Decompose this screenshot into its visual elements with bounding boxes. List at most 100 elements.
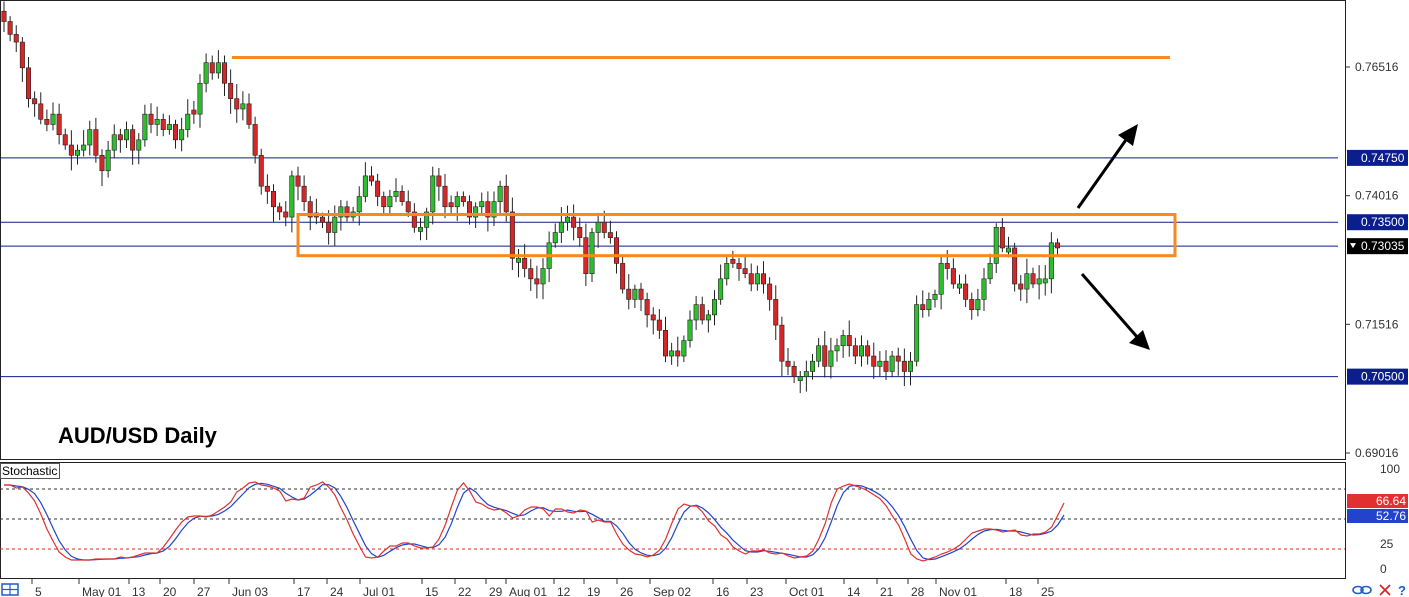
candle bbox=[809, 353, 815, 380]
candle bbox=[460, 191, 466, 207]
layout-icon[interactable] bbox=[1, 583, 19, 596]
time-tick-label: 17 bbox=[297, 585, 311, 597]
candle bbox=[381, 191, 387, 215]
time-tick-label: Jun 03 bbox=[232, 585, 268, 597]
time-tick-label: 14 bbox=[847, 585, 861, 597]
candle bbox=[32, 91, 38, 117]
candle bbox=[44, 109, 50, 132]
candles bbox=[1, 1, 1061, 394]
candle bbox=[81, 130, 87, 157]
candle bbox=[332, 205, 338, 247]
candle bbox=[963, 274, 969, 308]
candle bbox=[283, 201, 289, 227]
candle bbox=[932, 289, 938, 308]
candle bbox=[883, 350, 889, 380]
candle bbox=[87, 120, 93, 156]
stochastic-d-tag bbox=[1347, 509, 1408, 523]
candle bbox=[130, 124, 136, 165]
range-box bbox=[296, 213, 1177, 258]
candle bbox=[564, 205, 570, 231]
candle bbox=[877, 351, 883, 377]
candle bbox=[485, 191, 491, 232]
candle bbox=[479, 192, 485, 216]
candle bbox=[987, 253, 993, 285]
candle bbox=[13, 25, 19, 52]
time-tick-label: Sep 02 bbox=[653, 585, 691, 597]
candle bbox=[742, 254, 748, 279]
candle bbox=[779, 316, 785, 377]
price-tag-label: 0.70500 bbox=[1361, 370, 1405, 384]
candle bbox=[105, 141, 111, 178]
time-tick-label: 19 bbox=[587, 585, 601, 597]
candle bbox=[62, 128, 68, 150]
candle bbox=[846, 320, 852, 357]
candle bbox=[148, 103, 154, 134]
candle bbox=[93, 117, 99, 163]
time-tick-label: 5 bbox=[35, 585, 42, 597]
up-arrow-icon bbox=[1076, 124, 1138, 209]
candle bbox=[711, 290, 717, 326]
candle bbox=[773, 285, 779, 341]
down-arrow-icon bbox=[1080, 273, 1150, 350]
price-axis: 0.76516 0.74016 0.71516 0.69016 bbox=[1345, 60, 1399, 460]
candle bbox=[301, 175, 307, 212]
candle bbox=[626, 274, 632, 310]
time-tick-label: 27 bbox=[197, 585, 211, 597]
candle bbox=[975, 288, 981, 317]
candle bbox=[534, 265, 540, 299]
candle bbox=[858, 335, 864, 367]
stochastic-levels bbox=[0, 488, 1345, 550]
candle bbox=[540, 258, 546, 300]
candle bbox=[901, 348, 907, 387]
time-tick-label: 12 bbox=[557, 585, 571, 597]
candle bbox=[828, 337, 834, 379]
candle bbox=[258, 148, 264, 195]
time-tick-label: 25 bbox=[1041, 585, 1055, 597]
candle bbox=[136, 133, 142, 165]
candle bbox=[25, 57, 31, 108]
time-tick-label: 21 bbox=[880, 585, 894, 597]
indicator-label: Stochastic bbox=[2, 464, 57, 478]
candle bbox=[270, 184, 276, 222]
candle bbox=[19, 37, 25, 82]
candle bbox=[644, 292, 650, 328]
candle bbox=[375, 173, 381, 207]
current-price-marker-icon bbox=[1350, 243, 1356, 249]
candle bbox=[760, 261, 766, 294]
candle bbox=[950, 258, 956, 289]
candle bbox=[632, 284, 638, 308]
link-icon[interactable] bbox=[1352, 585, 1372, 595]
candle bbox=[1030, 267, 1036, 289]
candle bbox=[754, 265, 760, 291]
candle bbox=[552, 223, 558, 248]
time-tick-label: 20 bbox=[163, 585, 177, 597]
candle bbox=[411, 203, 417, 233]
candle bbox=[185, 99, 191, 138]
candle bbox=[1048, 232, 1054, 294]
stochastic-tick-label: 25 bbox=[1380, 537, 1394, 551]
candle bbox=[7, 16, 13, 42]
candle bbox=[816, 337, 822, 368]
candle bbox=[981, 268, 987, 312]
remove-icon[interactable] bbox=[1379, 584, 1391, 596]
candle bbox=[362, 162, 368, 203]
time-tick-label: Oct 01 bbox=[789, 585, 825, 597]
help-icon[interactable]: ? bbox=[1398, 583, 1406, 597]
candle bbox=[907, 351, 913, 386]
candle bbox=[509, 197, 515, 271]
candle bbox=[191, 100, 197, 124]
candle bbox=[724, 254, 730, 286]
candle bbox=[491, 191, 497, 226]
candle bbox=[785, 347, 791, 376]
candle bbox=[295, 166, 301, 201]
candle bbox=[515, 248, 521, 278]
candle bbox=[417, 217, 423, 241]
time-axis: 5 May 01 13 20 27 Jun 03 17 24 Jul 01 15 22 29 Aug 0… bbox=[31, 579, 1055, 597]
candle bbox=[387, 189, 393, 215]
candle bbox=[736, 257, 742, 281]
stochastic-k-tag bbox=[1347, 494, 1408, 508]
annotations bbox=[232, 56, 1177, 258]
time-tick-label: 24 bbox=[330, 585, 344, 597]
candle bbox=[466, 195, 472, 225]
